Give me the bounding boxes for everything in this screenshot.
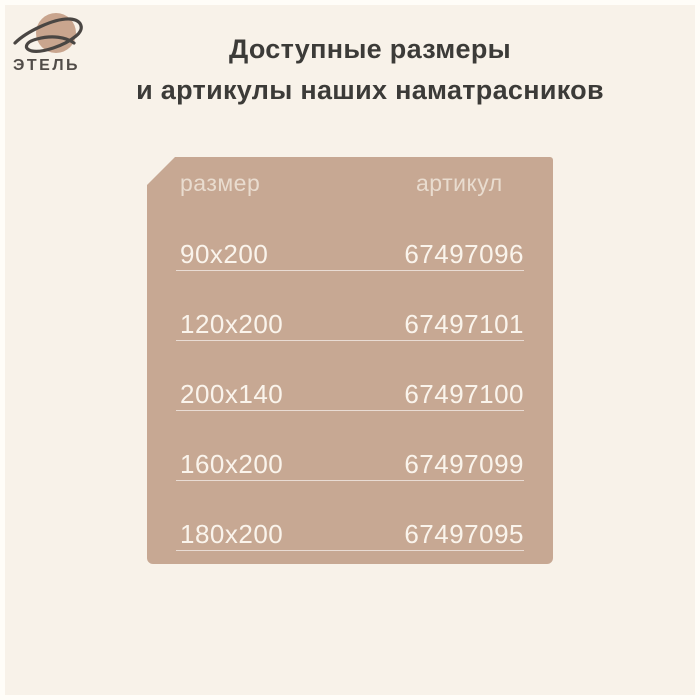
page-title: Доступные размеры и артикулы наших намат… bbox=[40, 29, 700, 111]
brand-logo: ЭТЕЛЬ bbox=[0, 0, 110, 90]
table-row: 160x200 67497099 bbox=[176, 411, 524, 481]
etel-swoosh-icon bbox=[13, 17, 83, 53]
cell-article: 67497095 bbox=[404, 519, 524, 549]
table-header-row: размер артикул bbox=[176, 165, 524, 201]
size-table: размер артикул 90x200 67497096 120x200 6… bbox=[176, 165, 524, 551]
brand-name: ЭТЕЛЬ bbox=[13, 57, 81, 74]
size-table-card: размер артикул 90x200 67497096 120x200 6… bbox=[147, 157, 553, 564]
cell-article: 67497100 bbox=[404, 379, 524, 409]
cell-article: 67497096 bbox=[404, 239, 524, 269]
cell-article: 67497099 bbox=[404, 449, 524, 479]
header-article: артикул bbox=[416, 169, 503, 196]
header-size: размер bbox=[180, 169, 261, 196]
cell-size: 160x200 bbox=[180, 449, 284, 479]
cell-article: 67497101 bbox=[404, 309, 524, 339]
cell-size: 180x200 bbox=[180, 519, 284, 549]
table-row: 120x200 67497101 bbox=[176, 271, 524, 341]
table-row: 180x200 67497095 bbox=[176, 481, 524, 551]
card-corner-fold bbox=[147, 157, 175, 185]
cell-size: 120x200 bbox=[180, 309, 284, 339]
cell-size: 90x200 bbox=[180, 239, 269, 269]
table-row: 200x140 67497100 bbox=[176, 341, 524, 411]
page-title-line2: и артикулы наших наматрасников bbox=[136, 75, 604, 105]
table-row: 90x200 67497096 bbox=[176, 201, 524, 271]
page-title-line1: Доступные размеры bbox=[228, 34, 512, 64]
cell-size: 200x140 bbox=[180, 379, 284, 409]
